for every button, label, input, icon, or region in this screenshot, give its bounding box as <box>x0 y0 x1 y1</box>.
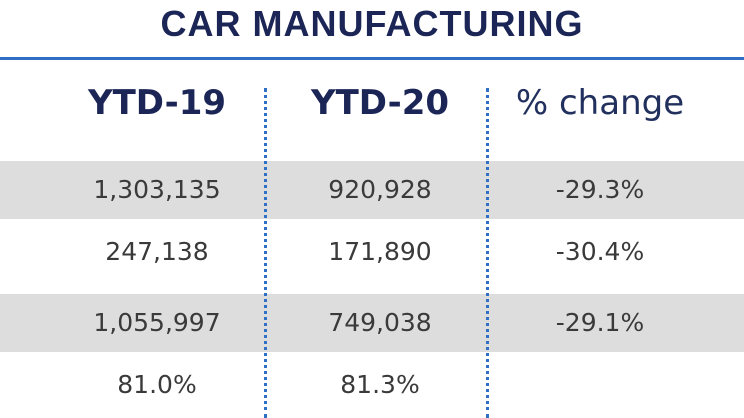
table-cell: 171,890 <box>328 237 432 266</box>
column-divider-2 <box>486 88 489 418</box>
table-cell: -29.1% <box>555 308 645 337</box>
column-divider-1 <box>264 88 267 418</box>
table-cell: 81.0% <box>117 370 197 399</box>
column-header-ytd-20: YTD-20 <box>310 83 450 123</box>
table-row: 81.0% 81.3% <box>0 356 744 414</box>
table-cell: 920,928 <box>328 175 432 204</box>
title-underline <box>0 57 744 60</box>
table-cell <box>505 356 695 414</box>
table-cell: 749,038 <box>328 308 432 337</box>
column-header-percent-change: % change <box>515 83 685 123</box>
table-cell: 247,138 <box>105 237 209 266</box>
table-cell: -29.3% <box>555 175 645 204</box>
table-title: CAR MANUFACTURING <box>160 3 584 44</box>
table-cell: 1,055,997 <box>93 308 221 337</box>
table-cell: 1,303,135 <box>93 175 221 204</box>
table-cell: 81.3% <box>340 370 420 399</box>
table-row: 247,138 171,890 -30.4% <box>0 223 744 281</box>
table-row: 1,303,135 920,928 -29.3% <box>0 161 744 219</box>
column-header-ytd-19: YTD-19 <box>87 83 227 123</box>
table-cell: -30.4% <box>555 237 645 266</box>
table-row: 1,055,997 749,038 -29.1% <box>0 294 744 352</box>
